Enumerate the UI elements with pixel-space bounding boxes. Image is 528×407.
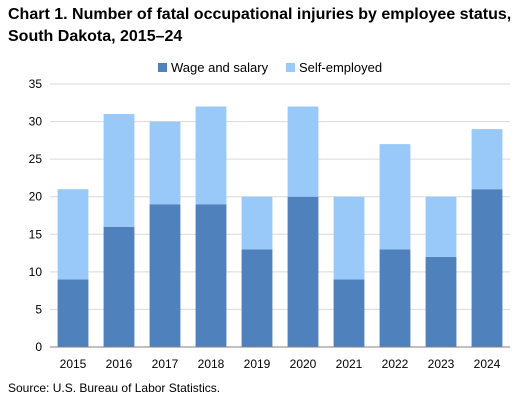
bar-self-employed-2018 xyxy=(195,106,227,205)
y-tick-label: 0 xyxy=(35,340,42,354)
bar-self-employed-2019 xyxy=(241,196,273,250)
source-note: Source: U.S. Bureau of Labor Statistics. xyxy=(8,381,221,395)
legend-label-wage-and-salary: Wage and salary xyxy=(171,60,269,75)
x-tick-label: 2020 xyxy=(290,357,317,371)
y-tick-label: 10 xyxy=(29,265,43,279)
x-tick-label: 2019 xyxy=(244,357,271,371)
bar-wage-and-salary-2020 xyxy=(287,196,319,347)
bar-wage-and-salary-2017 xyxy=(149,204,181,347)
x-tick-label: 2024 xyxy=(474,357,501,371)
bar-self-employed-2015 xyxy=(57,189,89,280)
bar-wage-and-salary-2023 xyxy=(425,256,457,347)
bar-wage-and-salary-2018 xyxy=(195,204,227,347)
y-tick-label: 15 xyxy=(29,227,43,241)
y-axis-ticks: 0 5 10 15 20 25 30 35 xyxy=(29,77,43,354)
bar-self-employed-2021 xyxy=(333,196,365,280)
bars xyxy=(57,106,503,347)
x-tick-label: 2017 xyxy=(152,357,179,371)
bar-self-employed-2016 xyxy=(103,114,135,227)
y-tick-label: 35 xyxy=(29,77,43,91)
y-tick-label: 5 xyxy=(35,302,42,316)
chart-title: Chart 1. Number of fatal occupational in… xyxy=(8,6,512,45)
x-axis-ticks: 2015 2016 2017 2018 2019 2020 2021 2022 2023 2024 xyxy=(60,357,501,371)
legend-label-self-employed: Self-employed xyxy=(299,60,382,75)
legend-swatch-self-employed xyxy=(286,63,295,72)
x-tick-label: 2021 xyxy=(336,357,363,371)
x-tick-label: 2023 xyxy=(428,357,455,371)
y-tick-label: 20 xyxy=(29,190,43,204)
x-tick-label: 2016 xyxy=(106,357,133,371)
bar-wage-and-salary-2022 xyxy=(379,249,411,347)
y-tick-label: 25 xyxy=(29,152,43,166)
x-tick-label: 2018 xyxy=(198,357,225,371)
y-tick-label: 30 xyxy=(29,115,43,129)
bar-wage-and-salary-2024 xyxy=(471,189,503,347)
bar-self-employed-2020 xyxy=(287,106,319,197)
bar-wage-and-salary-2015 xyxy=(57,279,89,347)
bar-self-employed-2023 xyxy=(425,196,457,257)
bar-self-employed-2022 xyxy=(379,144,411,250)
x-tick-label: 2022 xyxy=(382,357,409,371)
bar-wage-and-salary-2019 xyxy=(241,249,273,347)
bar-wage-and-salary-2021 xyxy=(333,279,365,347)
legend-swatch-wage-and-salary xyxy=(158,63,167,72)
x-tick-label: 2015 xyxy=(60,357,87,371)
bar-self-employed-2017 xyxy=(149,121,181,205)
legend: Wage and salary Self-employed xyxy=(158,60,382,75)
bar-wage-and-salary-2016 xyxy=(103,226,135,347)
bar-self-employed-2024 xyxy=(471,129,503,190)
